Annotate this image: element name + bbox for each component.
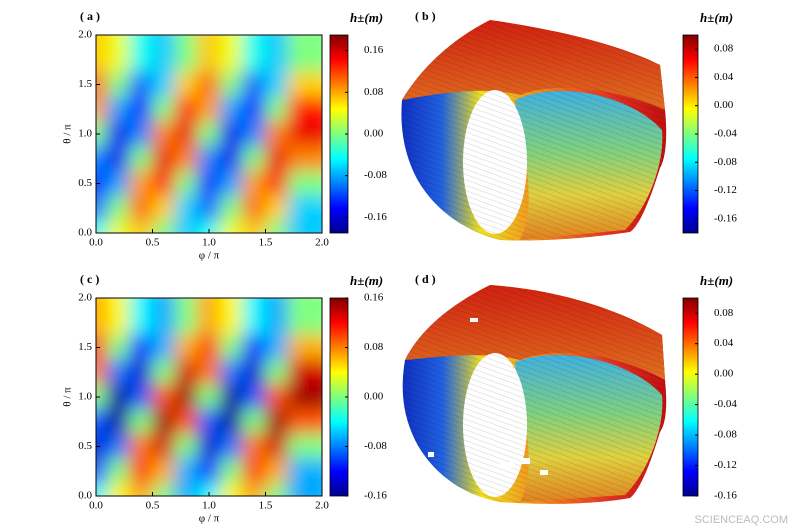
y-tick-label: 0.0 [78,490,92,502]
surface-b [401,20,667,241]
panel-label: ( d ) [415,272,436,286]
colorbar-label: h±(m) [350,273,383,288]
colorbar-tick-label: 0.00 [714,99,734,111]
x-tick-label: 0.5 [146,237,160,249]
surface-d [402,285,667,504]
colorbar-tick-label: 0.00 [714,368,734,380]
colorbar-tick-label: 0.08 [364,86,384,98]
panel-label: ( a ) [80,9,100,23]
colorbar-label: h±(m) [350,10,383,25]
colorbar-tick-label: -0.04 [714,398,737,410]
y-tick-label: 1.5 [78,341,92,353]
heatmap-cell [287,35,322,72]
colorbar-tick-label: 0.00 [364,391,384,403]
heatmap [96,35,322,233]
colorbar-tick-label: -0.16 [714,490,737,502]
colorbar-tick-label: 0.08 [714,307,734,319]
colorbar-label: h±(m) [700,273,733,288]
y-tick-label: 2.0 [78,29,92,41]
y-tick-label: 0.5 [78,177,92,189]
colorbar-tick-label: 0.16 [364,292,384,304]
colorbar-tick-label: -0.16 [364,211,387,223]
colorbar-tick-label: -0.08 [714,429,737,441]
x-tick-label: 1.0 [202,500,216,512]
x-tick-label: 2.0 [315,237,329,249]
x-tick-label: 0.0 [89,500,103,512]
y-axis-label: θ / π [62,387,74,407]
colorbar-tick-label: -0.16 [714,212,737,224]
colorbar-label: h±(m) [700,10,733,25]
heatmap-clip [96,35,322,233]
x-tick-label: 1.5 [259,500,273,512]
y-axis-label: θ / π [62,124,74,144]
colorbar-tick-label: 0.04 [714,71,734,83]
colorbar-tick-label: -0.12 [714,184,737,196]
colorbar-tick-label: -0.08 [364,169,387,181]
y-tick-label: 1.0 [78,128,92,140]
y-tick-label: 0.5 [78,440,92,452]
x-tick-label: 2.0 [315,500,329,512]
x-axis-label: φ / π [199,513,220,525]
x-tick-label: 1.5 [259,237,273,249]
x-axis-label: φ / π [199,250,220,262]
colorbar-tick-label: 0.16 [364,44,384,56]
colorbar-tick-label: 0.04 [714,337,734,349]
colorbar-tick-label: 0.00 [364,128,384,140]
colorbar-tick-label: -0.08 [714,156,737,168]
y-tick-label: 0.0 [78,227,92,239]
colorbar-tick-label: -0.12 [714,459,737,471]
colorbar-tick-label: -0.16 [364,490,387,502]
y-tick-label: 1.5 [78,78,92,90]
heatmap-cell [287,298,322,335]
colorbar-tick-label: -0.08 [364,440,387,452]
heatmap [96,298,322,496]
y-tick-label: 2.0 [78,292,92,304]
heatmap-clip [96,298,322,496]
x-tick-label: 0.5 [146,500,160,512]
x-tick-label: 1.0 [202,237,216,249]
x-tick-label: 0.0 [89,237,103,249]
colorbar-tick-label: -0.04 [714,128,737,140]
colorbar-tick-label: 0.08 [714,43,734,55]
panel-label: ( b ) [415,9,436,23]
colorbar-tick-label: 0.08 [364,341,384,353]
y-tick-label: 1.0 [78,391,92,403]
panel-label: ( c ) [80,272,99,286]
colorbar [682,297,699,497]
watermark: SCIENCEAQ.COM [694,514,788,526]
